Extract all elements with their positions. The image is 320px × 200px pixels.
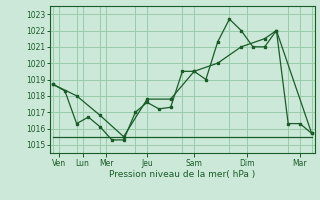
X-axis label: Pression niveau de la mer( hPa ): Pression niveau de la mer( hPa )	[109, 170, 256, 179]
